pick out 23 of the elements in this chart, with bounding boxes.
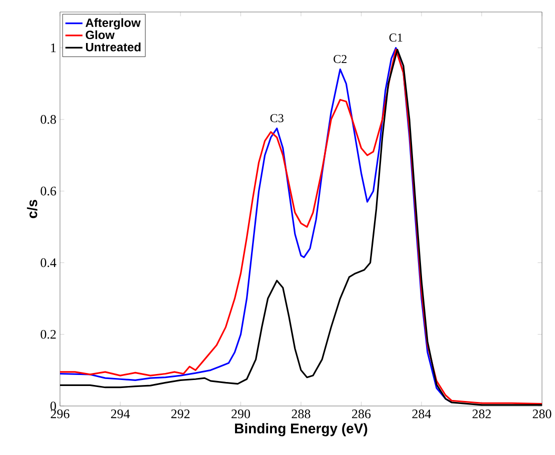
legend-label: Afterglow: [86, 18, 141, 30]
x-tick-label: 280: [532, 410, 552, 418]
x-tick-label: 292: [171, 410, 190, 418]
legend-label: Glow: [86, 30, 115, 40]
y-tick-label: 0.2: [40, 330, 56, 339]
x-axis-title: Binding Energy (eV): [235, 423, 368, 436]
x-tick-label: 290: [232, 410, 250, 418]
annotation: C2: [334, 55, 346, 64]
x-tick-label: 294: [111, 410, 130, 418]
y-tick-label: 0.8: [40, 115, 56, 124]
y-tick-label: 1: [51, 44, 56, 52]
x-tick-label: 282: [472, 410, 491, 418]
y-tick-label: 0.6: [40, 186, 56, 196]
legend-label: Untreated: [86, 42, 140, 52]
annotation: C1: [389, 34, 402, 42]
annotation: C3: [270, 114, 284, 122]
x-tick-label: 296: [50, 410, 70, 418]
y-axis-title: c/s: [26, 200, 38, 218]
x-tick-label: 286: [352, 410, 371, 418]
x-tick-label: 288: [292, 410, 310, 418]
x-tick-label: 284: [412, 410, 432, 418]
y-tick-label: 0: [50, 402, 56, 410]
y-tick-label: 0.4: [40, 258, 56, 268]
